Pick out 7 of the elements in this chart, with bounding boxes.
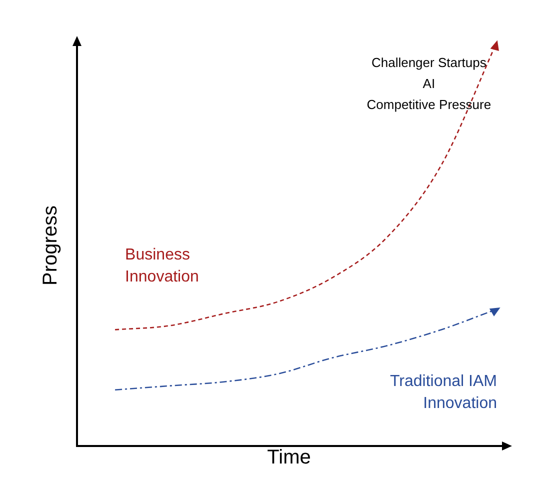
series-label: Traditional IAM Innovation bbox=[390, 372, 497, 412]
annotation: Challenger Startups bbox=[371, 55, 487, 70]
y-axis-title: Progress bbox=[40, 205, 62, 286]
text: Business Innovation bbox=[125, 246, 199, 286]
x-axis-title: Time bbox=[267, 446, 311, 469]
annotation: AI bbox=[422, 76, 436, 91]
annotation: Competitive Pressure bbox=[366, 97, 492, 112]
